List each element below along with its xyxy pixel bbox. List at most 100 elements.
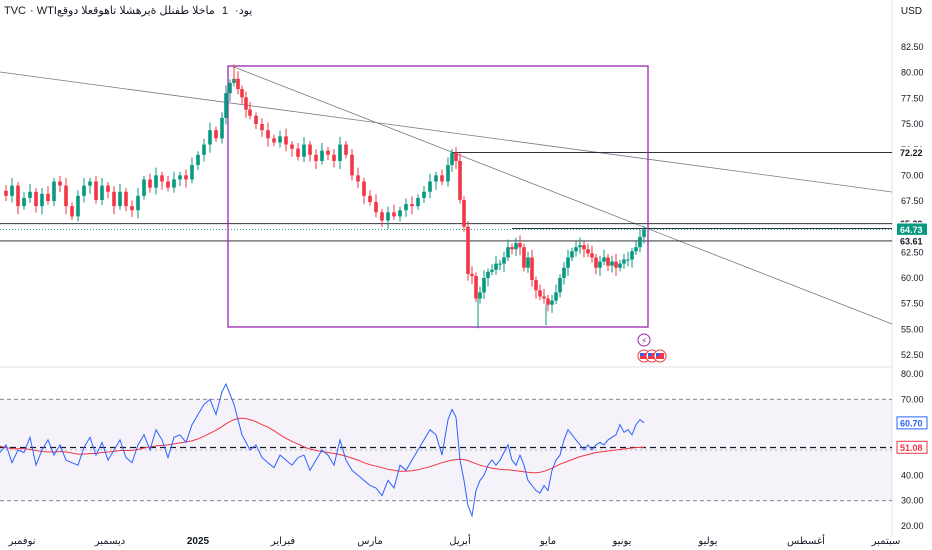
rsi-badge [896,440,928,454]
price-badge-label: 64.73 [900,225,923,235]
candle-body [16,185,20,207]
rsi-axis-tick: 70.00 [901,394,924,404]
price-badge-label: 72.22 [900,148,923,158]
candle-body [266,130,270,139]
candle-body [428,181,432,192]
symbol-ticker[interactable]: WTIيود [36,5,253,17]
candle-body [422,191,426,198]
price-badge [897,146,927,159]
candle-body [10,185,14,196]
candle-body [100,185,104,200]
time-axis-label: نوفمبر [7,536,35,547]
candle-body [52,181,56,201]
candle-body [506,247,510,258]
candle-body [474,275,478,299]
candle-body [130,206,134,211]
rsi-axis-tick: 80.00 [901,369,924,379]
candle-body [398,210,402,217]
candle-body [214,130,218,139]
candle-body [112,191,116,207]
candle-body [498,263,502,265]
candle-body [94,181,98,200]
candle-body [392,212,396,217]
candle-body [314,154,318,161]
candle-body [302,144,306,157]
rsi-line [0,382,645,518]
price-axis-tick: 77.50 [901,93,924,103]
candle-body [530,257,534,281]
candle-body [64,185,68,207]
candle-body [236,78,240,90]
candle-body [326,150,330,155]
us-flag-icon-fill [656,353,664,359]
candle-body [308,144,312,155]
us-flag-icon-fill [648,353,656,359]
time-axis-label: سبتمبر [871,536,901,547]
candle-body [574,247,578,252]
time-axis-label: يوليو [697,536,717,547]
candle-body [82,185,86,196]
candle-body [622,259,626,264]
candle-body [380,212,384,221]
candle-body [70,206,74,217]
price-badge-label: 63.61 [900,236,923,246]
candle-body [510,247,514,250]
lightning-icon-glyph: ⚡ [641,336,647,346]
candle-body [350,154,354,176]
candle-body [602,257,606,262]
symbol-interval[interactable]: 1 [221,5,228,17]
candle-body [404,204,408,211]
time-axis-label: أبريل [449,534,471,547]
time-axis-label: مارس [357,536,382,547]
candle-body [416,197,420,207]
candle-body [196,154,200,166]
us-flag-icon-fill [640,353,648,359]
candle-body [172,179,176,188]
time-axis-label: فبراير [270,536,296,547]
candle-body [582,245,586,250]
candle-body [166,181,170,188]
candle-body [630,251,634,260]
time-axis-label: يونيو [612,536,632,547]
symbol-source: TVC [4,5,26,17]
candle-body [578,245,582,248]
price-badge [897,223,927,236]
candle-body [470,273,474,276]
price-axis-tick: 62.50 [901,247,924,257]
time-axis-label: 2025 [187,536,210,547]
price-axis-tick: 55.00 [901,324,924,334]
candle-body [462,199,466,227]
rsi-ma-line [0,417,645,474]
candle-body [638,236,642,248]
candle-body [594,257,598,268]
price-axis-tick: 80.00 [901,68,924,78]
candle-body [46,193,50,201]
symbol-description: ماخلا طفنلل ةيرهشلا تاهوقعلا دوقع [56,5,215,17]
rsi-axis-tick: 20.00 [901,521,924,531]
candle-body [410,204,414,207]
candle-body [634,247,638,252]
candle-body [290,144,294,149]
candle-body [244,97,248,110]
candle-body [28,191,32,198]
us-flag-icon-canton [648,353,652,356]
candle-body [272,138,276,143]
candle-body [228,82,232,94]
candle-body [386,212,390,221]
candle-body [626,259,630,261]
candle-body [118,191,122,207]
candle-body [478,292,482,299]
candle-body [554,292,558,301]
price-axis-tick: 82.50 [901,42,924,52]
candle-body [482,278,486,293]
candle-body [106,185,110,192]
candle-body [240,89,244,98]
candle-body [490,269,494,272]
candle-body [124,191,128,207]
candle-body [642,229,646,237]
candle-body [466,226,470,274]
candle-body [284,136,288,145]
candle-body [190,165,194,180]
candle-body [184,175,188,180]
